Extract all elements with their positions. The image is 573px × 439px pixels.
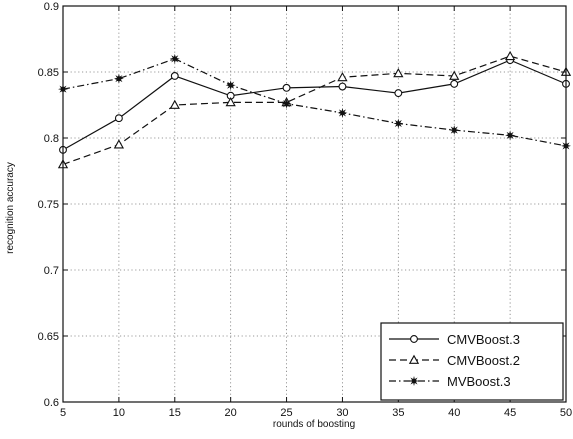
x-tick-label: 20 [225,407,237,419]
data-point [450,79,459,88]
data-point [393,67,404,78]
data-point [225,80,236,91]
data-point [338,82,347,91]
legend-label: CMVBoost.2 [447,353,520,368]
x-tick-label: 45 [504,407,516,419]
data-point [505,130,516,141]
data-point [394,89,403,98]
x-tick-label: 25 [280,407,292,419]
y-tick-label: 0.65 [38,331,59,343]
data-point [337,71,348,82]
x-tick-label: 40 [448,407,460,419]
legend-marker [410,335,418,343]
x-tick-label: 15 [169,407,181,419]
y-axis-label: recognition accuracy [5,162,16,254]
series-layer [57,50,572,169]
y-tick-label: 0.6 [44,397,59,409]
series-line [62,58,567,147]
data-point [282,83,291,92]
legend: CMVBoost.3 CMVBoost.2 MVBoost.3 [380,322,564,401]
data-point [393,118,404,129]
series-cmvboost-2 [57,50,572,169]
data-point [170,72,179,80]
x-tick-label: 30 [336,407,348,419]
grid-layer [63,6,566,402]
legend-label: MVBoost.3 [447,374,511,389]
legend-label: CMVBoost.3 [447,332,520,347]
data-point [281,98,292,109]
y-tick-label: 0.75 [38,199,59,211]
x-tick-label: 10 [113,407,125,419]
x-tick-label: 50 [560,407,572,419]
y-tick-label: 0.8 [44,133,59,145]
axis-layer: 5 10 15 20 25 30 35 40 45 50 0.6 0.65 0.7 0.75 0.8 0.85… [38,1,573,419]
x-tick-label: 5 [60,407,66,419]
data-point [337,107,348,118]
series-line [62,55,567,165]
series-line [62,59,567,151]
data-point [449,70,460,80]
x-axis-label: rounds of boosting [273,419,355,430]
y-tick-label: 0.7 [44,265,59,277]
legend-marker [409,376,419,386]
series-cmvboost-3 [59,56,570,154]
y-tick-label: 0.85 [38,67,59,79]
legend-marker [408,354,420,364]
y-tick-label: 0.9 [44,1,59,13]
data-point [169,53,180,64]
x-tick-label: 35 [392,407,404,419]
data-point [113,139,125,149]
data-point [449,125,460,136]
data-point [504,50,516,61]
data-point [225,97,236,107]
series-mvboost-3 [58,53,571,151]
data-point [169,99,180,109]
data-point [113,73,124,84]
data-point [114,114,123,123]
